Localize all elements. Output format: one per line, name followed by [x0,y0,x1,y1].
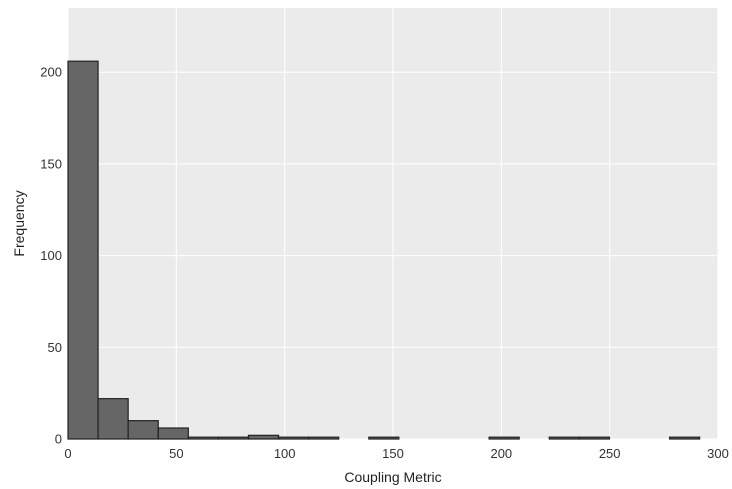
x-tick-label: 250 [599,446,621,461]
histogram-bar [277,436,310,440]
histogram-bar [157,427,189,440]
x-tick-label: 150 [382,446,404,461]
x-tick-label: 50 [169,446,183,461]
histogram-bar [187,436,219,440]
histogram-bar [578,436,611,440]
histogram-bar [67,60,99,440]
y-tick-label: 100 [40,248,62,263]
x-tick-label: 300 [707,446,729,461]
y-tick-label: 0 [55,432,62,447]
x-tick-label: 200 [490,446,512,461]
x-axis-title: Coupling Metric [344,469,441,485]
histogram-bar [488,436,520,440]
histogram-bar [368,436,400,440]
histogram-bar [668,436,701,440]
histogram-bar [217,436,250,440]
histogram-bar [97,398,129,440]
histogram-bar [548,436,580,440]
histogram-bar [308,436,340,440]
y-axis-ticks: 0 50 100 150 200 [40,65,62,447]
x-tick-label: 100 [274,446,296,461]
x-tick-label: 0 [64,446,71,461]
histogram-bars [67,60,701,440]
y-tick-label: 200 [40,65,62,80]
histogram-bar [127,420,159,440]
x-axis-ticks: 0 50 100 150 200 250 300 [64,446,728,461]
y-tick-label: 50 [48,340,62,355]
histogram-bar [247,434,280,440]
y-tick-label: 150 [40,156,62,171]
y-axis-title: Frequency [11,190,27,256]
